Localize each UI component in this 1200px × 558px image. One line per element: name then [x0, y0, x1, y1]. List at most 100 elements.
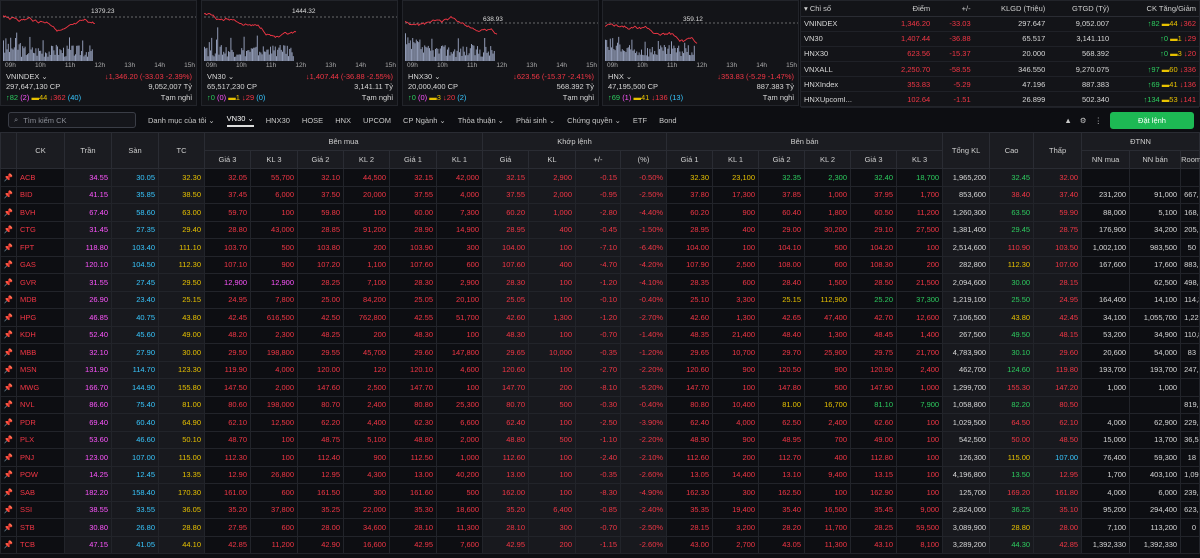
stock-row[interactable]: 📌 KDH 52.40 45.60 49.00 48.20 2,300 48.25 200 48.… [0, 325, 1200, 344]
index-row[interactable]: HNX30 623.56 -15.37 20.000 568.392 ↑0 ▬3 ↓20 [801, 46, 1199, 63]
pin-icon[interactable]: 📌 [0, 448, 17, 467]
index-row[interactable]: VN30 1,407.44 -36.88 65.517 3,141.110 ↑0 ▬1 ↓… [801, 31, 1199, 47]
stock-symbol[interactable]: MBB [16, 343, 65, 362]
pin-icon[interactable]: 📌 [0, 308, 17, 327]
pin-icon[interactable]: 📌 [0, 518, 17, 537]
index-chart-card[interactable]: 359.12 09h 10h 11h 12h 13h 14h 15h HNX ⌄ ↓353.83 … [602, 0, 799, 106]
stock-symbol[interactable]: SAB [16, 483, 65, 502]
stock-row[interactable]: 📌 POW 14.25 12.45 13.35 12.90 26,800 12.95 4,300… [0, 465, 1200, 484]
stock-symbol[interactable]: KDH [16, 325, 65, 344]
index-row[interactable]: VNINDEX 1,346.20 -33.03 297.647 9,052.007 ↑82… [801, 16, 1199, 32]
stock-row[interactable]: 📌 PLX 53.60 46.60 50.10 48.70 100 48.75 5,100 48.… [0, 430, 1200, 449]
stock-row[interactable]: 📌 FPT 118.80 103.40 111.10 103.70 500 103.80 200… [0, 238, 1200, 257]
pin-icon[interactable]: 📌 [0, 343, 17, 362]
pin-icon[interactable]: 📌 [0, 273, 17, 292]
index-row[interactable]: HNXIndex 353.83 -5.29 47.196 887.383 ↑69 ▬41 … [801, 76, 1199, 93]
tab-cp-ngành[interactable]: CP Ngành ⌄ [402, 115, 446, 125]
tab-hose[interactable]: HOSE [301, 115, 324, 125]
pin-icon[interactable]: 📌 [0, 500, 17, 519]
stock-symbol[interactable]: NVL [16, 395, 65, 414]
stock-row[interactable]: 📌 STB 30.80 26.80 28.80 27.95 600 28.00 34,600 28… [0, 518, 1200, 537]
pin-icon[interactable]: 📌 [0, 238, 17, 257]
pin-icon[interactable]: 📌 [0, 483, 17, 502]
stock-row[interactable]: 📌 GVR 31.55 27.45 29.50 12,900 12,900 28.25 7,10… [0, 273, 1200, 292]
stock-symbol[interactable]: HPG [16, 308, 65, 327]
stock-symbol[interactable]: PLX [16, 430, 65, 449]
stock-row[interactable]: 📌 BVH 67.40 58.60 63.00 59.70 100 59.80 100 60.00… [0, 203, 1200, 222]
pin-icon[interactable]: 📌 [0, 535, 17, 554]
stock-row[interactable]: 📌 TCB 47.15 41.05 44.10 42.85 11,200 42.90 16,60… [0, 535, 1200, 554]
tab-thỏa-thuận[interactable]: Thỏa thuận ⌄ [457, 115, 504, 125]
stock-symbol[interactable]: GAS [16, 255, 65, 274]
stock-row[interactable]: 📌 GAS 120.10 104.50 112.30 107.10 900 107.20 1,1… [0, 255, 1200, 274]
stock-row[interactable]: 📌 MWG 166.70 144.90 155.80 147.50 2,000 147.60 2… [0, 378, 1200, 397]
stock-symbol[interactable]: MDB [16, 290, 65, 309]
stock-symbol[interactable]: GVR [16, 273, 65, 292]
index-chart-card[interactable]: 638.93 09h 10h 11h 12h 13h 14h 15h HNX30 ⌄ ↓623.5… [402, 0, 599, 106]
cell-room: 83 [1180, 343, 1200, 362]
tab-chứng-quyền[interactable]: Chứng quyền ⌄ [567, 115, 621, 125]
pin-icon[interactable]: 📌 [0, 430, 17, 449]
stock-row[interactable]: 📌 HPG 46.85 40.75 43.80 42.45 616,500 42.50 762,… [0, 308, 1200, 327]
stock-row[interactable]: 📌 SSI 38.55 33.55 36.05 35.20 37,800 35.25 22,00… [0, 500, 1200, 519]
stock-symbol[interactable]: BID [16, 185, 65, 204]
tab-hnx[interactable]: HNX [335, 115, 352, 125]
stock-row[interactable]: 📌 ACB 34.55 30.05 32.30 32.05 55,700 32.10 44,50… [0, 168, 1200, 187]
stock-row[interactable]: 📌 SAB 182.20 158.40 170.30 161.00 600 161.50 300… [0, 483, 1200, 502]
stock-symbol[interactable]: FPT [16, 238, 65, 257]
tab-etf[interactable]: ETF [632, 115, 648, 125]
stock-row[interactable]: 📌 MBB 32.10 27.90 30.00 29.50 198,800 29.55 45,7… [0, 343, 1200, 362]
stock-symbol[interactable]: SSI [16, 500, 65, 519]
cell--: -1.20% [619, 343, 668, 362]
stock-symbol[interactable]: TCB [16, 535, 65, 554]
pin-icon[interactable]: 📌 [0, 203, 17, 222]
pin-icon[interactable]: 📌 [0, 395, 17, 414]
index-chart-card[interactable]: 1444.32 09h 10h 11h 12h 13h 14h 15h VN30 ⌄ ↓1,407… [201, 0, 398, 106]
cell-kl-3: 27,500 [896, 220, 944, 239]
stock-symbol[interactable]: MWG [16, 378, 65, 397]
pin-icon[interactable]: 📌 [0, 255, 17, 274]
tab-bond[interactable]: Bond [659, 115, 677, 125]
pin-icon[interactable]: 📌 [0, 290, 17, 309]
stock-row[interactable]: 📌 MDB 26.90 23.40 25.15 24.95 7,800 25.00 84,200… [0, 290, 1200, 309]
search-input[interactable]: ⌕ Tìm kiếm CK [8, 112, 136, 128]
stock-row[interactable]: 📌 PDR 69.40 60.40 64.90 62.10 12,500 62.20 4,400… [0, 413, 1200, 432]
tab-phái-sinh[interactable]: Phái sinh ⌄ [515, 115, 556, 125]
more-icon[interactable]: ⋮ [1094, 115, 1103, 125]
stock-symbol[interactable]: POW [16, 465, 65, 484]
pin-icon[interactable]: 📌 [0, 168, 17, 187]
tab-danh-mục-của-tôi[interactable]: Danh mục của tôi ⌄ [148, 115, 215, 125]
stock-row[interactable]: 📌 BID 41.15 35.85 38.50 37.45 6,000 37.50 20,000… [0, 185, 1200, 204]
cell-gi-3: 120.90 [850, 360, 898, 379]
tab-vn30[interactable]: VN30 ⌄ [226, 114, 254, 127]
volume-bar [22, 46, 24, 61]
stock-row[interactable]: 📌 CTG 31.45 27.35 29.40 28.80 43,000 28.85 91,20… [0, 220, 1200, 239]
index-row[interactable]: VNXALL 2,250.70 -58.55 346.550 9,270.075 ↑97 … [801, 61, 1199, 78]
stock-symbol[interactable]: ACB [16, 168, 65, 187]
volume-bar [643, 55, 645, 61]
pin-icon[interactable]: 📌 [0, 185, 17, 204]
index-chart-card[interactable]: 1379.23 09h 10h 11h 12h 13h 14h 15h VNINDEX ⌄ ↓1,… [0, 0, 197, 106]
stock-symbol[interactable]: MSN [16, 360, 65, 379]
pin-icon[interactable]: 📌 [0, 413, 17, 432]
pin-icon[interactable]: 📌 [0, 325, 17, 344]
stock-row[interactable]: 📌 MSN 131.90 114.70 123.30 119.90 4,000 120.00 1… [0, 360, 1200, 379]
stock-row[interactable]: 📌 NVL 86.60 75.40 81.00 80.60 198,000 80.70 2,40… [0, 395, 1200, 414]
stock-row[interactable]: 📌 PNJ 123.00 107.00 115.00 112.30 100 112.40 900… [0, 448, 1200, 467]
index-row[interactable]: HNXUpcomI... 102.64 -1.51 26.899 502.340 ↑134… [801, 91, 1199, 108]
stock-symbol[interactable]: CTG [16, 220, 65, 239]
stock-symbol[interactable]: PNJ [16, 448, 65, 467]
place-order-button[interactable]: Đặt lệnh [1110, 111, 1194, 129]
arrow-up-icon[interactable]: ▲ [1064, 115, 1072, 125]
stock-symbol[interactable]: STB [16, 518, 65, 537]
stock-symbol[interactable]: PDR [16, 413, 65, 432]
tab-upcom[interactable]: UPCOM [363, 115, 391, 125]
pin-icon[interactable]: 📌 [0, 378, 17, 397]
tab-hnx30[interactable]: HNX30 [265, 115, 290, 125]
advances: ↑0 [408, 93, 419, 102]
pin-icon[interactable]: 📌 [0, 360, 17, 379]
pin-icon[interactable]: 📌 [0, 220, 17, 239]
stock-symbol[interactable]: BVH [16, 203, 65, 222]
gear-icon[interactable]: ⚙ [1079, 115, 1087, 125]
pin-icon[interactable]: 📌 [0, 465, 17, 484]
